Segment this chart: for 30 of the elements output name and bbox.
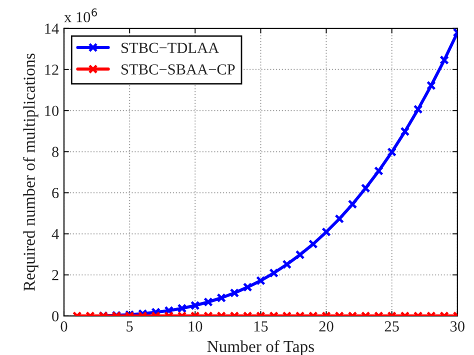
legend-label: STBC−TDLAA — [122, 42, 219, 53]
point — [322, 227, 331, 237]
point — [440, 55, 450, 65]
x-tick-label: 5 — [126, 321, 133, 332]
x-tick-label: 20 — [319, 321, 334, 332]
x-tick-label: 30 — [450, 321, 464, 332]
y-tick-label: 6 — [52, 188, 59, 198]
y-axis-title: Required number of multiplications — [23, 54, 38, 291]
point — [387, 147, 397, 157]
point — [374, 166, 384, 176]
legend-label: STBC−SBAA−CP — [122, 64, 235, 75]
x-tick-label: 10 — [188, 321, 202, 332]
y-tick-label: 2 — [52, 270, 58, 280]
y-tick-label: 0 — [52, 311, 59, 322]
point — [360, 183, 370, 193]
x-tick-label: 25 — [384, 321, 399, 332]
point — [426, 80, 436, 90]
y-tick-label: 14 — [45, 24, 59, 34]
point — [334, 214, 344, 224]
x-tick-label: 0 — [60, 321, 68, 332]
y-tick-label: 4 — [52, 229, 59, 240]
y-tick-label: 12 — [45, 64, 58, 75]
point — [308, 239, 318, 249]
point — [413, 104, 423, 114]
point — [348, 199, 358, 209]
point — [400, 126, 410, 136]
y-tick-label: 10 — [45, 106, 59, 116]
y-tick-label: 8 — [52, 146, 59, 158]
text: x 10$^{6}$ — [64, 8, 98, 22]
x-tick-label: 15 — [254, 321, 268, 332]
